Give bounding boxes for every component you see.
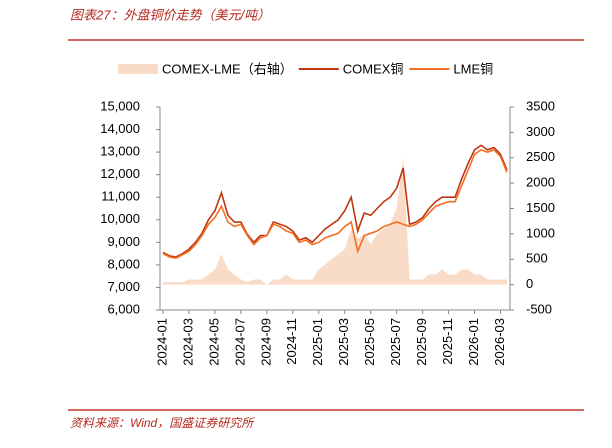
y-tick-label: 6,000 bbox=[107, 301, 140, 316]
y-tick-label: 9,000 bbox=[107, 234, 140, 249]
y2-tick-label: 1500 bbox=[526, 200, 555, 215]
x-tick-label: 2024-11 bbox=[284, 318, 299, 365]
legend-swatch bbox=[118, 64, 158, 74]
legend-label: COMEX铜 bbox=[343, 61, 404, 76]
legend-label: LME铜 bbox=[453, 61, 493, 76]
x-tick-label: 2025-03 bbox=[336, 318, 351, 366]
x-tick-label: 2026-01 bbox=[466, 318, 481, 366]
y-tick-label: 10,000 bbox=[100, 211, 140, 226]
x-tick-label: 2024-07 bbox=[232, 318, 247, 366]
x-tick-label: 2024-03 bbox=[180, 318, 195, 366]
y-tick-label: 8,000 bbox=[107, 256, 140, 271]
line bbox=[162, 148, 508, 259]
area bbox=[163, 157, 507, 285]
x-tick-label: 2024-01 bbox=[154, 318, 169, 366]
x-tick-label: 2025-07 bbox=[388, 318, 403, 366]
y2-tick-label: 3000 bbox=[526, 124, 555, 139]
y2-tick-label: 500 bbox=[526, 251, 548, 266]
x-tick-label: 2024-05 bbox=[206, 318, 221, 366]
y-tick-label: 7,000 bbox=[107, 279, 140, 294]
y-tick-label: 14,000 bbox=[100, 121, 140, 136]
x-tick-label: 2024-09 bbox=[258, 318, 273, 366]
y-tick-label: 15,000 bbox=[100, 98, 140, 113]
x-tick-label: 2026-03 bbox=[492, 318, 507, 366]
line bbox=[162, 144, 508, 258]
legend-label: COMEX-LME（右轴） bbox=[162, 61, 293, 76]
x-tick-label: 2025-09 bbox=[414, 318, 429, 366]
y2-tick-label: 0 bbox=[526, 276, 533, 291]
chart-title: 图表27：外盘铜价走势（美元/吨） bbox=[70, 7, 270, 22]
y-tick-label: 13,000 bbox=[100, 144, 140, 159]
y2-tick-label: 2000 bbox=[526, 175, 555, 190]
y2-tick-label: -500 bbox=[526, 301, 552, 316]
x-tick-label: 2025-11 bbox=[440, 318, 455, 365]
y-tick-label: 11,000 bbox=[101, 189, 140, 204]
y2-tick-label: 1000 bbox=[526, 225, 555, 240]
source: 资料来源：Wind，国盛证券研究所 bbox=[70, 416, 255, 430]
x-tick-label: 2025-01 bbox=[310, 318, 325, 366]
x-tick-label: 2025-05 bbox=[362, 318, 377, 366]
y2-tick-label: 2500 bbox=[526, 149, 555, 164]
y-tick-label: 12,000 bbox=[100, 166, 140, 181]
y2-tick-label: 3500 bbox=[526, 98, 555, 113]
